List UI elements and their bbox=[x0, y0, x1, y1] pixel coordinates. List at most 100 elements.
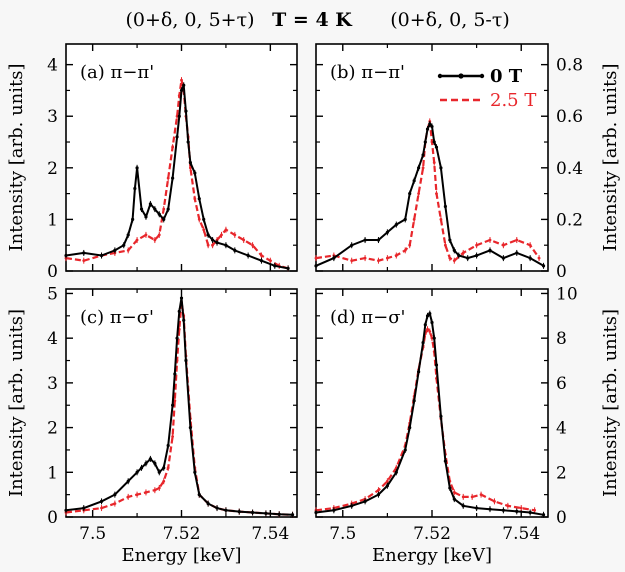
panel-label: (c) π−σ' bbox=[80, 307, 154, 328]
y-tick-label: 0 bbox=[47, 262, 58, 282]
data-point bbox=[153, 238, 157, 242]
data-point bbox=[184, 358, 188, 363]
data-point bbox=[432, 140, 436, 144]
data-point bbox=[448, 256, 452, 260]
data-point bbox=[421, 166, 425, 170]
data-point bbox=[385, 256, 389, 260]
data-point bbox=[197, 493, 201, 497]
data-point bbox=[224, 243, 228, 247]
data-point bbox=[144, 491, 148, 494]
data-point bbox=[193, 197, 197, 201]
data-point bbox=[452, 497, 456, 501]
data-point bbox=[64, 508, 68, 512]
y-tick-label: 6 bbox=[556, 374, 567, 394]
data-point bbox=[457, 253, 461, 258]
data-point bbox=[430, 320, 434, 325]
data-point bbox=[421, 341, 425, 345]
data-point bbox=[363, 499, 367, 503]
data-point bbox=[157, 212, 161, 216]
data-point bbox=[428, 122, 432, 126]
x-tick-label: 7.5 bbox=[79, 524, 106, 544]
data-point bbox=[452, 491, 456, 494]
data-point bbox=[385, 230, 389, 234]
data-point bbox=[377, 259, 380, 263]
data-point bbox=[394, 254, 398, 257]
data-point bbox=[501, 256, 505, 260]
data-point bbox=[188, 166, 192, 170]
data-point bbox=[144, 215, 148, 219]
data-point bbox=[314, 264, 318, 268]
data-point bbox=[488, 248, 492, 252]
data-point bbox=[135, 166, 139, 170]
data-point bbox=[394, 470, 398, 474]
data-point bbox=[237, 510, 241, 514]
y-tick-label: 1 bbox=[47, 210, 58, 230]
data-point bbox=[408, 192, 412, 196]
y-tick-label: 0.6 bbox=[556, 107, 583, 127]
data-point bbox=[443, 459, 447, 463]
data-point bbox=[82, 251, 86, 255]
y-tick-label: 0 bbox=[556, 262, 567, 282]
data-point bbox=[528, 243, 532, 247]
data-point bbox=[403, 217, 407, 222]
data-point bbox=[148, 202, 153, 206]
x-tick-label: 7.52 bbox=[413, 524, 451, 544]
y-tick-label: 2 bbox=[556, 463, 567, 483]
data-point bbox=[179, 88, 184, 93]
data-point bbox=[162, 217, 166, 222]
y-tick-label: 2 bbox=[47, 159, 58, 179]
data-point bbox=[135, 238, 139, 242]
data-point bbox=[242, 238, 246, 242]
data-point bbox=[515, 509, 519, 514]
data-point bbox=[403, 248, 407, 252]
data-point bbox=[215, 241, 219, 245]
data-point bbox=[432, 161, 436, 165]
data-point bbox=[332, 256, 336, 260]
data-point bbox=[206, 233, 210, 237]
data-point bbox=[350, 259, 354, 263]
data-point bbox=[430, 336, 434, 340]
data-point bbox=[435, 192, 438, 196]
data-point bbox=[461, 504, 465, 508]
data-point bbox=[162, 207, 166, 211]
y-tick-label: 0.8 bbox=[556, 56, 583, 76]
data-point bbox=[264, 511, 268, 516]
data-point bbox=[157, 470, 161, 474]
data-point bbox=[408, 243, 412, 247]
data-point bbox=[135, 470, 139, 474]
data-point bbox=[350, 504, 354, 508]
data-point bbox=[215, 506, 219, 510]
data-point bbox=[475, 253, 479, 258]
data-point bbox=[153, 461, 157, 465]
data-point bbox=[144, 461, 148, 465]
plot-frame bbox=[315, 43, 549, 272]
data-point bbox=[233, 233, 237, 237]
data-point bbox=[173, 372, 177, 376]
panel-2: 0 1 2 3 4 5 7.5 7.52 7.54 (c) π−σ' Intensity [arb.… bbox=[6, 284, 298, 566]
data-point bbox=[501, 243, 505, 247]
data-point bbox=[206, 243, 210, 247]
data-point bbox=[224, 508, 228, 512]
plot-frame bbox=[65, 288, 298, 518]
panel-label: (d) π−σ' bbox=[330, 307, 405, 328]
data-point bbox=[394, 222, 398, 227]
legend-marker-0T bbox=[437, 73, 443, 79]
data-point bbox=[443, 243, 447, 247]
data-point bbox=[133, 186, 137, 191]
data-point bbox=[139, 466, 144, 470]
data-point bbox=[439, 166, 443, 170]
data-point bbox=[430, 124, 434, 129]
panel-label: (a) π−π' bbox=[80, 62, 154, 83]
data-point bbox=[417, 166, 421, 170]
data-point bbox=[434, 363, 439, 367]
data-point bbox=[412, 218, 416, 221]
data-point bbox=[363, 238, 367, 242]
y-tick-label: 3 bbox=[47, 107, 58, 127]
data-point bbox=[268, 259, 272, 263]
data-point bbox=[314, 510, 318, 515]
y-axis-label: Intensity [arb. units] bbox=[600, 309, 621, 497]
data-point bbox=[99, 499, 104, 503]
data-point bbox=[99, 253, 104, 258]
data-point bbox=[171, 435, 175, 438]
